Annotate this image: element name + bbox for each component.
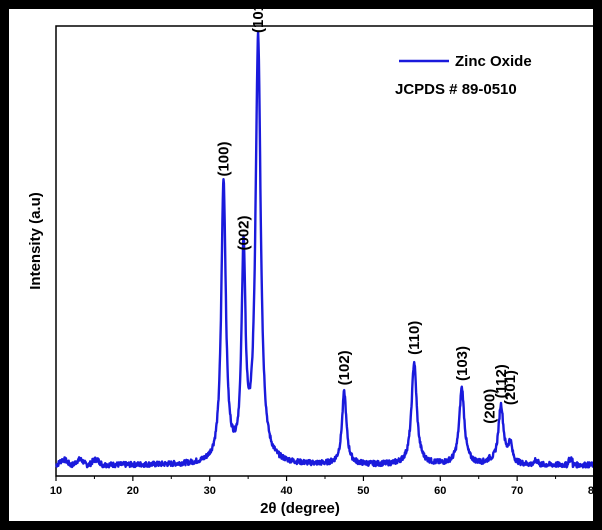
peak-label: (112) <box>493 364 510 398</box>
x-tick-label: 60 <box>434 485 446 497</box>
chart-panel: 10 20 30 40 50 60 70 80 2θ (degree) Intensity (a.… <box>9 9 593 521</box>
y-axis-label: Intensity (a.u) <box>27 192 44 290</box>
x-tick-label: 30 <box>204 485 216 497</box>
legend-entry: Zinc Oxide <box>455 53 532 70</box>
legend-note: JCPDS # 89-0510 <box>395 81 517 98</box>
x-axis-label: 2θ (degree) <box>260 500 340 517</box>
peak-label: (103) <box>454 346 471 381</box>
x-tick-label: 50 <box>357 485 369 497</box>
peak-label: (101) <box>250 9 267 33</box>
series-layer <box>55 30 593 469</box>
peak-label: (102) <box>336 350 353 385</box>
xrd-chart: 10 20 30 40 50 60 70 80 2θ (degree) Intensity (a.… <box>27 9 593 517</box>
legend: Zinc Oxide JCPDS # 89-0510 <box>395 53 532 98</box>
peak-label: (200) <box>481 389 498 424</box>
peak-label: (201) <box>502 370 519 405</box>
labels-layer: (100) (002) (101) (102) (110) (103) (200)(112)… <box>216 9 520 424</box>
x-tick-label: 20 <box>127 485 139 497</box>
axes: 10 20 30 40 50 60 70 80 2θ (degree) Intensity (a.… <box>27 25 593 517</box>
series-line-zinc-oxide <box>55 30 593 469</box>
x-tick-label: 70 <box>511 485 523 497</box>
x-tick-label: 80 <box>588 485 593 497</box>
peak-label: (002) <box>236 215 253 250</box>
x-tick-label: 10 <box>50 485 62 497</box>
x-tick-label: 40 <box>280 485 292 497</box>
peak-label: (110) <box>406 321 423 355</box>
peak-label: (100) <box>216 142 233 177</box>
